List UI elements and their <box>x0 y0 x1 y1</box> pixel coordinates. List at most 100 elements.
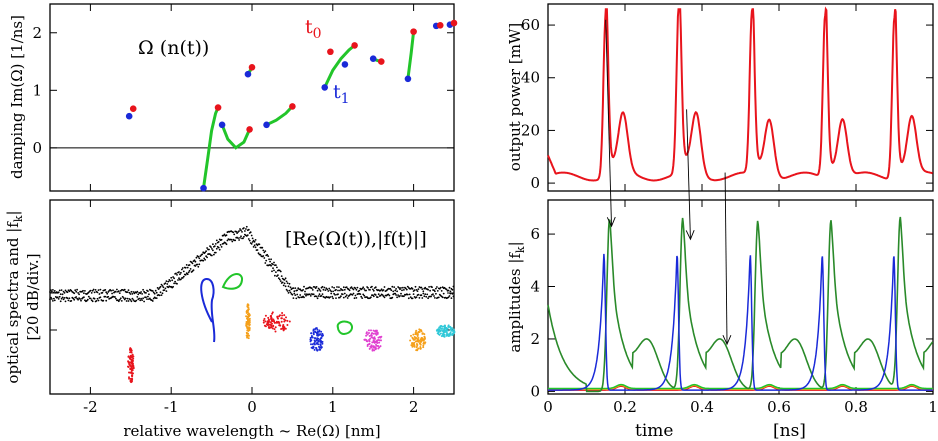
spectrum-dot <box>176 282 178 285</box>
mode-blob-dot <box>130 356 133 359</box>
mode-blob-dot <box>127 366 130 368</box>
mode-blob <box>363 329 383 352</box>
spectrum-dot <box>230 238 233 241</box>
amplitudes-plot: 0 2 4 6 0 0.2 0.4 0.6 0.8 1 <box>530 19 938 416</box>
mode-blob-dot <box>380 339 382 342</box>
spectrum-dot <box>331 286 334 288</box>
spectrum-dot <box>292 297 295 299</box>
spectrum-dot <box>141 299 144 301</box>
spectrum-dot <box>310 287 313 290</box>
spectrum-dot <box>52 289 54 291</box>
spectrum-dot <box>340 295 342 298</box>
spectrum-dot <box>355 297 358 299</box>
mode-blob-dot <box>367 329 370 332</box>
spectrum-dot <box>424 293 427 296</box>
power-ytick-label: 60 <box>521 16 540 34</box>
spectrum-dot <box>337 293 339 296</box>
spectrum-dot <box>159 285 162 288</box>
trajectory-path <box>406 31 416 79</box>
mode-blob-dot <box>372 332 375 335</box>
spectrum-dot <box>391 296 394 299</box>
mode-blob-dot <box>378 336 381 338</box>
spectrum-dot <box>204 258 207 261</box>
mode-blob-dot <box>248 321 251 324</box>
spectrum-dot <box>206 256 209 259</box>
amplitudes-xlabel-left: time <box>635 421 673 441</box>
spectrum-dot <box>131 293 134 295</box>
spectrum-dot <box>215 239 218 242</box>
spectrum-dot <box>406 293 409 296</box>
mode-blob-dot <box>423 335 426 338</box>
t1-point <box>321 84 329 91</box>
spectrum-dot <box>319 290 322 292</box>
amp-ytick-label: 2 <box>530 330 540 348</box>
amplitudes-xlabel-right: [ns] <box>773 421 806 441</box>
mode-blob-dot <box>447 335 450 337</box>
spectrum-dot <box>402 286 404 289</box>
spectrum-dot <box>332 297 334 300</box>
spectrum-dot <box>188 264 191 266</box>
spectrum-dot <box>59 300 62 303</box>
spectrum-dot <box>145 292 147 294</box>
mode-blob-dot <box>373 346 376 349</box>
mode-blob-dot <box>363 338 366 341</box>
spectrum-dot <box>427 288 429 291</box>
spectrum-dot <box>334 294 336 296</box>
time-arrow-head <box>606 216 616 228</box>
spectrum-dot <box>447 289 450 292</box>
mode-blob-dot <box>318 338 321 341</box>
spectrum-dot <box>427 297 429 300</box>
spectrum-dot <box>104 289 107 291</box>
spectrum-dot <box>197 265 200 268</box>
spectrum-dot <box>49 298 51 301</box>
spectrum-dot <box>125 300 128 302</box>
spectrum-dot <box>181 267 184 269</box>
spectrum-dot <box>211 248 213 250</box>
spectrum-dot <box>173 282 176 285</box>
spectrum-dot <box>411 297 414 300</box>
spectrum-dot <box>395 294 397 296</box>
mode-blob-dot <box>270 314 273 317</box>
spectrum-dot <box>205 250 208 253</box>
mode-blob-dot <box>264 320 267 323</box>
spectrum-dot <box>61 296 64 299</box>
mode-blob-dot <box>247 337 250 340</box>
spectrum-dot <box>330 290 333 293</box>
spectrum-dot <box>116 288 118 291</box>
spectrum-dot <box>280 275 283 277</box>
spectrum-dot <box>251 241 254 243</box>
spectrum-dot <box>189 268 192 270</box>
t0-point <box>246 126 253 133</box>
spectrum-dot <box>64 300 67 303</box>
mode-blob-dot <box>310 335 313 337</box>
mode-blob-dot <box>411 342 414 344</box>
spectrum-dot <box>198 263 201 266</box>
spectrum-dot <box>262 255 265 257</box>
mode-blob-dot <box>246 317 249 320</box>
spectrum-dot <box>399 295 401 297</box>
spectrum-dot <box>205 255 208 258</box>
spectrum-dot <box>391 285 394 288</box>
spectrum-dot <box>311 289 314 291</box>
spectrum-dot <box>240 235 242 238</box>
mode-blob-dot <box>316 330 319 333</box>
spectrum-dot <box>50 296 52 299</box>
spectrum-dot <box>87 295 90 298</box>
spectrum-dot <box>58 289 61 292</box>
mode-blob-dot <box>274 326 277 329</box>
spectrum-dot <box>315 286 318 288</box>
spectrum-dot <box>126 291 129 293</box>
spectrum-dot <box>117 290 120 293</box>
spectrum-dot <box>393 286 396 288</box>
mode-blob-dot <box>374 330 377 332</box>
mode-blob-dot <box>270 326 273 329</box>
amp-ylabel-end: | <box>506 241 524 246</box>
spectrum-dot <box>53 291 55 294</box>
spectrum-dot <box>424 286 427 289</box>
mode-blob-dot <box>410 344 413 347</box>
spectrum-dot <box>248 239 251 242</box>
mode-blob-dot <box>372 337 375 340</box>
mode-blob-dot <box>412 333 415 336</box>
spectrum-dot <box>203 257 206 260</box>
spectrum-dot <box>139 292 142 295</box>
